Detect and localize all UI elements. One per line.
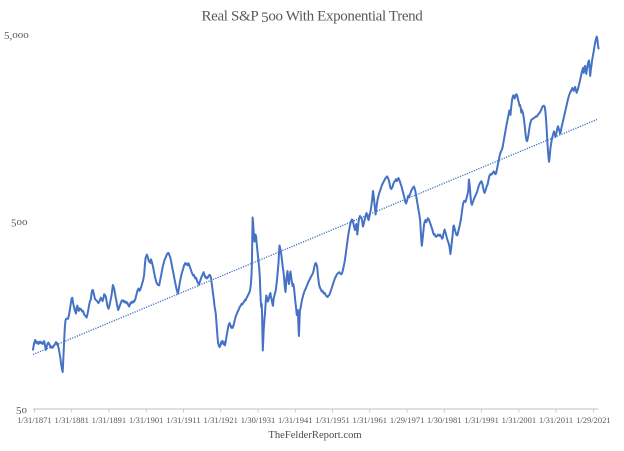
svg-text:1/31/2001: 1/31/2001 (502, 415, 536, 425)
svg-text:1/29/2021: 1/29/2021 (576, 415, 610, 425)
svg-text:1/29/1971: 1/29/1971 (390, 415, 424, 425)
svg-text:1/30/1931: 1/30/1931 (241, 415, 275, 425)
svg-text:1/31/1951: 1/31/1951 (315, 415, 349, 425)
svg-text:5oo: 5oo (11, 216, 28, 229)
svg-text:1/30/1981: 1/30/1981 (427, 415, 461, 425)
svg-text:1/31/1941: 1/31/1941 (278, 415, 312, 425)
svg-text:1/31/1911: 1/31/1911 (166, 415, 200, 425)
svg-text:1/31/1901: 1/31/1901 (129, 415, 163, 425)
svg-text:5o: 5o (16, 404, 28, 417)
svg-text:1/31/2011: 1/31/2011 (539, 415, 573, 425)
svg-text:5,ooo: 5,ooo (4, 29, 29, 42)
svg-text:1/31/1891: 1/31/1891 (92, 415, 126, 425)
svg-text:1/31/1881: 1/31/1881 (54, 415, 88, 425)
svg-text:1/31/1921: 1/31/1921 (203, 415, 237, 425)
svg-text:Real S&P 5oo With Exponential: Real S&P 5oo With Exponential Trend (202, 9, 424, 27)
svg-text:1/31/1991: 1/31/1991 (464, 415, 498, 425)
svg-text:TheFelderReport.com: TheFelderReport.com (268, 430, 362, 441)
svg-text:1/31/1871: 1/31/1871 (17, 415, 51, 425)
svg-text:1/31/1961: 1/31/1961 (353, 415, 387, 425)
